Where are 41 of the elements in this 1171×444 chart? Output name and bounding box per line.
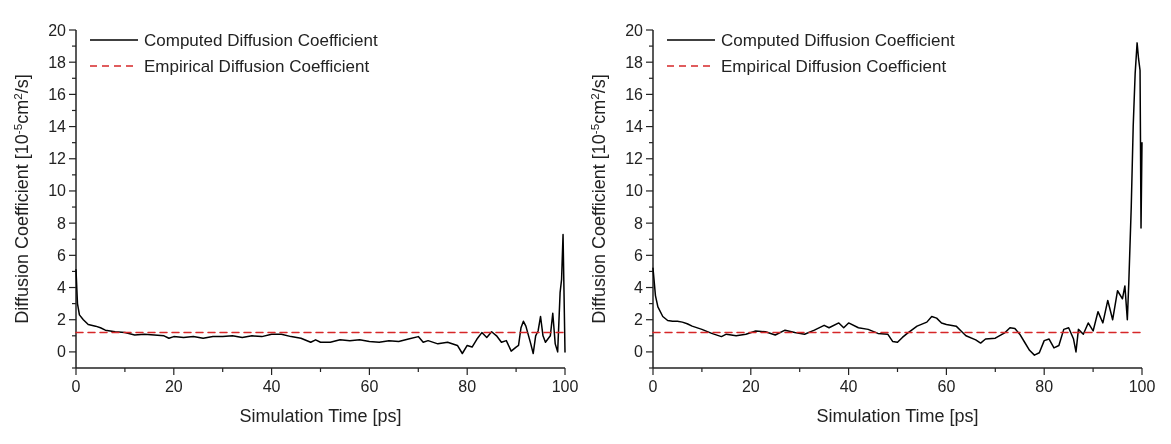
x-tick-label: 20: [164, 378, 183, 395]
x-tick-label: 100: [1128, 378, 1156, 395]
y-tick-label: 14: [625, 118, 644, 136]
x-tick-label: 60: [937, 378, 956, 395]
x-tick-label: 40: [262, 378, 281, 395]
y-tick-label: 20: [48, 21, 67, 39]
legend-label: Computed Diffusion Coefficient: [144, 31, 378, 50]
y-tick-label: 4: [57, 279, 67, 297]
y-tick-label: 2: [57, 311, 67, 329]
x-axis-title: Simulation Time [ps]: [816, 406, 979, 426]
line-series: [75, 233, 566, 355]
y-tick-label: 8: [57, 214, 67, 232]
y-tick-label: 18: [48, 53, 67, 71]
x-tick-label: 40: [839, 378, 858, 395]
y-tick-label: 4: [634, 279, 644, 297]
x-tick-label: 0: [71, 378, 81, 395]
y-tick-label: 2: [634, 311, 644, 329]
x-tick-label: 60: [360, 378, 379, 395]
y-tick-label: 0: [57, 343, 67, 361]
x-axis-title: Simulation Time [ps]: [239, 406, 402, 426]
y-tick-label: 20: [625, 21, 644, 39]
x-tick-label: 100: [551, 378, 579, 395]
y-tick-label: 6: [634, 246, 644, 264]
y-tick-label: 6: [57, 246, 67, 264]
x-tick-label: 0: [648, 378, 658, 395]
legend-label: Empirical Diffusion Coefficient: [144, 57, 370, 76]
y-tick-label: 18: [625, 53, 644, 71]
y-tick-label: 16: [625, 85, 644, 103]
x-tick-label: 80: [1035, 378, 1054, 395]
y-tick-label: 8: [634, 214, 644, 232]
legend-label: Computed Diffusion Coefficient: [721, 31, 955, 50]
x-tick-label: 20: [741, 378, 760, 395]
legend-label: Empirical Diffusion Coefficient: [721, 57, 947, 76]
y-tick-label: 10: [625, 182, 644, 200]
x-tick-label: 80: [458, 378, 477, 395]
y-tick-label: 14: [48, 118, 67, 136]
y-tick-label: 12: [625, 150, 644, 168]
y-tick-label: 0: [634, 343, 644, 361]
y-tick-label: 16: [48, 85, 67, 103]
y-tick-label: 10: [48, 182, 67, 200]
y-tick-label: 12: [48, 150, 67, 168]
